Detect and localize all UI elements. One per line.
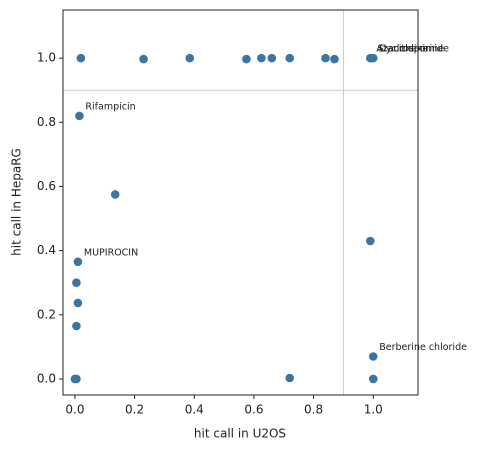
point (267, 53, 277, 63)
point (368, 374, 378, 384)
point (285, 53, 295, 63)
point (285, 373, 295, 383)
x-tick-label: 1.0 (364, 403, 383, 417)
y-tick-label: 0.0 (37, 371, 56, 385)
y-tick-label: 0.8 (37, 115, 56, 129)
x-tick-label: 0.8 (304, 403, 323, 417)
x-tick-label: 0.6 (244, 403, 263, 417)
plot-frame (62, 9, 419, 396)
point (185, 53, 195, 63)
y-axis-label: hit call in HepaRG (10, 148, 24, 256)
point (73, 298, 83, 308)
point (368, 53, 378, 63)
point-label: Staurosporine (378, 44, 444, 55)
x-axis-label: hit call in U2OS (194, 427, 286, 441)
point (110, 190, 120, 199)
point (365, 236, 375, 246)
point-label: Berberine chloride (379, 342, 467, 353)
x-tick-label: 0.0 (65, 403, 84, 417)
point (139, 54, 148, 64)
y-tick-label: 0.2 (37, 307, 56, 321)
point (72, 278, 81, 288)
point (72, 321, 81, 331)
point (242, 54, 251, 64)
point (76, 53, 86, 63)
point (75, 111, 84, 121)
point (321, 53, 330, 63)
point (73, 257, 83, 267)
point-label: Azacitidine (376, 44, 428, 55)
x-tick-label: 0.2 (125, 403, 144, 417)
y-tick-label: 0.6 (37, 179, 56, 193)
y-tick-label: 1.0 (37, 51, 56, 65)
y-tick-label: 0.4 (37, 243, 56, 257)
point (330, 54, 339, 64)
x-tick-label: 0.4 (185, 403, 204, 417)
point-label: MUPIROCIN (84, 247, 138, 258)
point-label: Rifampicin (85, 101, 135, 112)
point (368, 352, 378, 361)
point (257, 53, 266, 63)
point-label: Cycloheximide (379, 44, 449, 55)
point (70, 374, 80, 384)
